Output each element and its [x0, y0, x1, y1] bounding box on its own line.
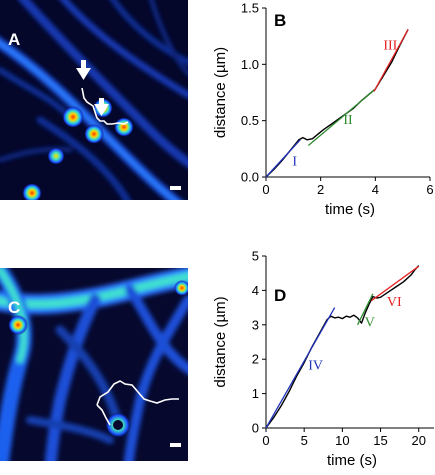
- x-tick-label: 15: [373, 433, 387, 448]
- chart-d: 0 5 10 15 20 0 1 2 3 4 5 time (s) distance (µm) IV V VI: [212, 249, 434, 469]
- track-path: [96, 380, 179, 406]
- series-line-iii: [373, 29, 409, 92]
- segment-label: II: [343, 113, 353, 128]
- y-axis-label: distance (µm): [212, 47, 229, 138]
- series-line-ii: [307, 88, 376, 146]
- track-path: [96, 404, 111, 426]
- scale-bar: [170, 443, 181, 447]
- y-axis-label: distance (µm): [212, 296, 229, 387]
- series-line-vi: [371, 265, 420, 302]
- y-tick-label: 1: [252, 386, 259, 401]
- track-path: [81, 87, 129, 125]
- y-tick-label: 1.5: [241, 1, 259, 16]
- segment-label: V: [365, 316, 375, 331]
- series-line-v: [357, 293, 374, 326]
- series-line-i: [265, 139, 301, 178]
- y-tick-label: 5: [252, 249, 259, 264]
- y-tick-label: 1.0: [241, 57, 259, 72]
- y-tick-label: 0: [252, 421, 259, 436]
- arrow-icon: [76, 60, 91, 80]
- panel-letter-c: C: [8, 298, 20, 317]
- panel-letter-d: D: [274, 286, 286, 305]
- series-line-iv: [265, 307, 336, 429]
- x-axis-label: time (s): [327, 452, 377, 469]
- arrow-icon: [94, 98, 109, 116]
- x-tick-label: 0: [262, 433, 269, 448]
- panel-c-image: [0, 268, 188, 461]
- y-tick-label: 3: [252, 317, 259, 332]
- panel-letter-a: A: [8, 30, 20, 49]
- x-tick-label: 2: [317, 182, 324, 197]
- x-tick-label: 5: [301, 433, 308, 448]
- x-tick-label: 10: [335, 433, 349, 448]
- x-tick-label: 4: [372, 182, 379, 197]
- y-tick-label: 0.0: [241, 170, 259, 185]
- panel-a-image: [0, 0, 188, 200]
- y-tick-label: 4: [252, 283, 259, 298]
- segment-label: III: [383, 39, 397, 54]
- x-axis-label: time (s): [325, 201, 375, 218]
- series-line-trace: [265, 265, 420, 429]
- y-tick-label: 0.5: [241, 113, 259, 128]
- segment-label: I: [292, 155, 297, 170]
- segment-label: IV: [308, 359, 323, 374]
- x-tick-label: 6: [426, 182, 433, 197]
- y-tick-label: 2: [252, 352, 259, 367]
- scale-bar: [170, 186, 181, 190]
- panel-letter-b: B: [274, 11, 286, 30]
- x-tick-label: 0: [262, 182, 269, 197]
- segment-label: VI: [387, 295, 402, 310]
- x-tick-label: 20: [411, 433, 425, 448]
